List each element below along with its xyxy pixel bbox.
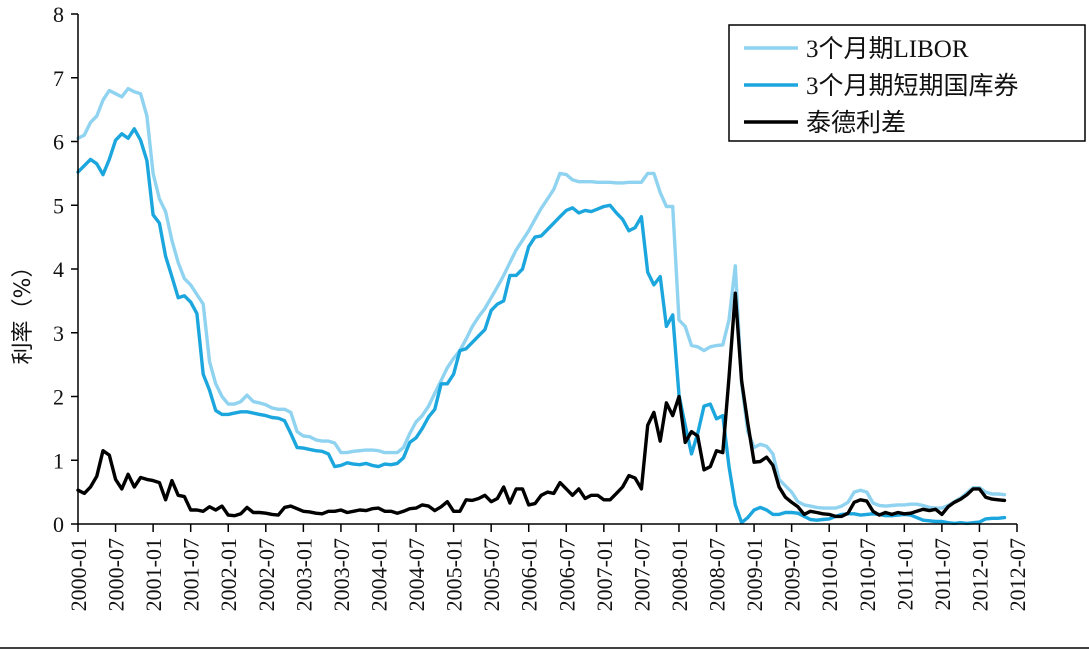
y-tick-label: 1 [53,448,64,473]
x-tick-label: 2001-07 [179,538,204,611]
x-tick-label: 2005-07 [479,538,504,611]
x-tick-label: 2007-01 [592,538,617,611]
x-tick-label: 2011-07 [930,538,955,611]
y-tick-label: 3 [53,321,64,346]
x-tick-label: 2008-01 [667,538,692,611]
y-axis-title-group: 利率（%） [11,256,36,365]
legend-label-0: 3个月期LIBOR [806,36,969,63]
legend-label-1: 3个月期短期国库券 [806,72,1019,100]
x-tick-label: 2005-01 [442,538,467,611]
x-tick-label: 2009-01 [742,538,767,611]
series-line-1 [76,127,1007,526]
x-tick-label: 2002-01 [216,538,241,611]
x-tick-label: 2004-01 [366,538,391,611]
series-line-0 [76,86,1007,510]
x-tick-label: 2006-07 [554,538,579,611]
x-tick-label: 2010-01 [817,538,842,611]
y-tick-label: 6 [53,130,64,155]
x-tick-label: 2006-01 [517,538,542,611]
series-layer [76,86,1007,526]
y-ticks: 0 1 2 3 4 5 6 7 8 [53,2,78,537]
x-tick-label: 2011-01 [892,538,917,611]
y-tick-label: 0 [53,512,64,537]
x-ticks: 2000-01 2000-07 2001-01 2001-07 2002-01 2002-… [66,524,1030,611]
legend-label-2: 泰德利差 [806,109,906,137]
y-tick-label: 5 [53,193,64,218]
y-tick-label: 8 [53,2,64,27]
y-axis-title: 利率（%） [11,256,36,365]
series-line-2 [76,291,1007,519]
x-tick-label: 2003-07 [329,538,354,611]
x-tick-label: 2009-07 [780,538,805,611]
x-tick-label: 2001-01 [141,538,166,611]
x-tick-label: 2000-01 [66,538,91,611]
x-tick-label: 2003-01 [291,538,316,611]
x-tick-label: 2012-01 [967,538,992,611]
x-tick-label: 2002-07 [254,538,279,611]
x-tick-label: 2000-07 [104,538,129,611]
y-tick-label: 7 [53,66,64,91]
x-tick-label: 2010-07 [855,538,880,611]
x-tick-label: 2004-07 [404,538,429,611]
y-tick-label: 2 [53,385,64,410]
x-tick-label: 2007-07 [629,538,654,611]
x-tick-label: 2008-07 [705,538,730,611]
y-tick-label: 4 [53,257,64,282]
x-tick-label: 2012-07 [1005,538,1030,611]
